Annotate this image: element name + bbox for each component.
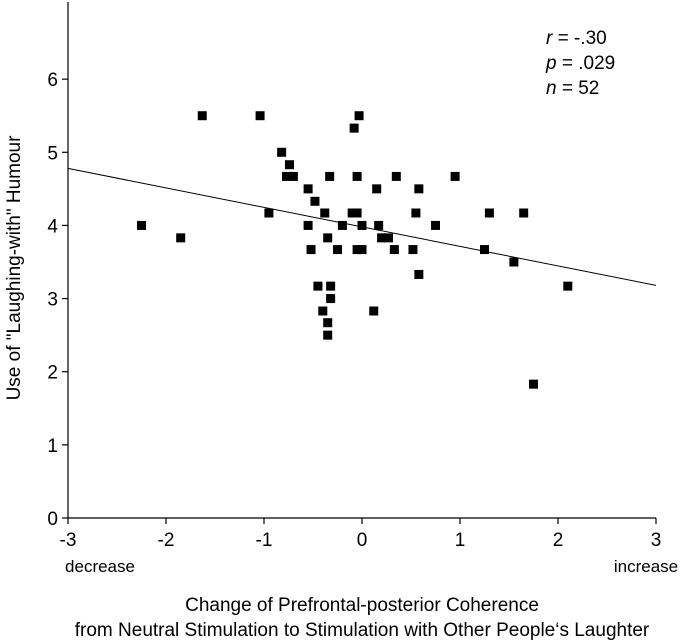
data-point <box>288 171 298 181</box>
data-point <box>320 208 330 218</box>
x-low-label: decrease <box>65 557 135 576</box>
x-tick-label: -3 <box>60 530 77 551</box>
data-point <box>282 171 292 181</box>
x-axis-title-line1: Change of Prefrontal-posterior Coherence <box>185 595 539 616</box>
x-axis-title-line2: from Neutral Stimulation to Stimulation … <box>75 620 650 641</box>
x-tick-label: 1 <box>455 530 466 551</box>
data-point <box>137 220 146 230</box>
data-point <box>431 220 440 230</box>
data-point <box>303 184 313 194</box>
y-tick-label: 5 <box>47 143 58 164</box>
data-point <box>337 220 347 230</box>
data-point <box>255 111 265 121</box>
data-point <box>563 281 573 291</box>
data-point <box>326 294 336 304</box>
stat-p: p = .029 <box>545 53 615 74</box>
data-point <box>450 171 460 181</box>
data-point <box>369 306 379 316</box>
data-point <box>347 208 357 218</box>
data-point <box>352 171 362 181</box>
stat-r: r = -.30 <box>546 28 607 49</box>
data-point <box>480 245 489 255</box>
data-point <box>318 306 328 316</box>
data-point <box>313 281 323 291</box>
x-tick-label: -2 <box>158 530 175 551</box>
data-point <box>323 330 333 340</box>
data-point <box>484 208 494 218</box>
data-point <box>277 147 287 157</box>
stat-n: n = 52 <box>546 78 599 99</box>
data-point <box>372 184 382 194</box>
x-high-label: increase <box>614 557 678 576</box>
data-point <box>408 245 418 255</box>
x-tick-label: 2 <box>553 530 564 551</box>
x-tick-label: -1 <box>256 530 273 551</box>
data-point <box>414 269 424 279</box>
data-point <box>310 196 320 206</box>
data-point <box>357 220 367 230</box>
data-point <box>176 233 186 243</box>
x-ticks: -3 -2 -1 0 1 2 3 <box>60 518 662 551</box>
y-tick-label: 4 <box>47 216 58 237</box>
data-point <box>325 171 335 181</box>
y-tick-label: 3 <box>47 290 58 311</box>
data-point <box>414 184 424 194</box>
data-point <box>354 111 364 121</box>
data-point <box>389 245 399 255</box>
data-point <box>323 318 333 328</box>
data-point <box>519 208 529 218</box>
y-tick-label: 2 <box>47 363 58 384</box>
y-tick-label: 1 <box>47 436 58 457</box>
data-point <box>509 257 519 267</box>
data-point <box>383 233 393 243</box>
data-point <box>352 245 362 255</box>
data-point <box>391 171 401 181</box>
data-point <box>411 208 421 218</box>
data-point <box>326 281 336 291</box>
y-tick-label: 6 <box>47 70 58 91</box>
data-point <box>377 233 387 243</box>
data-point <box>374 220 384 230</box>
data-point <box>323 233 333 243</box>
y-axis-title: Use of "Laughing-with" Humour <box>4 135 25 401</box>
data-point <box>284 160 294 170</box>
data-point <box>197 111 207 121</box>
x-tick-label: 3 <box>651 530 662 551</box>
data-point <box>352 208 362 218</box>
data-point <box>357 245 367 255</box>
data-point <box>303 220 313 230</box>
data-point <box>333 245 342 255</box>
data-point <box>349 123 359 133</box>
stats-annotation: r = -.30 p = .029 n = 52 <box>545 28 615 99</box>
data-point <box>306 245 316 255</box>
x-tick-label: 0 <box>357 530 368 551</box>
y-ticks: 0 1 2 3 4 5 6 <box>47 70 68 530</box>
plot-area <box>67 111 657 389</box>
y-tick-label: 0 <box>47 509 58 530</box>
data-point <box>529 379 538 389</box>
data-point <box>264 208 274 218</box>
